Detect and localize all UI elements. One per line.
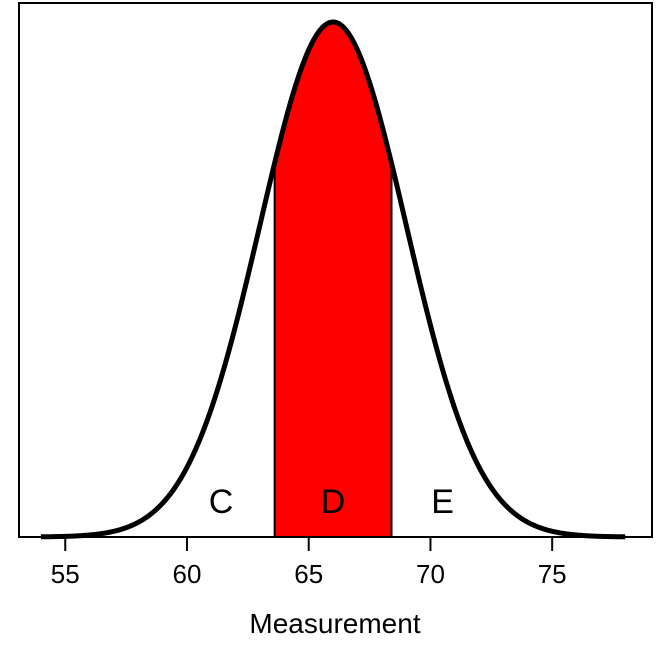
x-tick-label-70: 70	[416, 559, 445, 589]
x-axis-title: Measurement	[249, 608, 420, 639]
x-tick-label-55: 55	[51, 559, 80, 589]
x-tick-label-60: 60	[173, 559, 202, 589]
plot-layer: C D E	[18, 2, 653, 540]
plot-frame	[18, 2, 653, 538]
x-axis: 55 60 65 70 75	[51, 537, 567, 589]
region-label-d: D	[321, 483, 346, 521]
region-label-e: E	[431, 483, 454, 521]
x-tick-label-65: 65	[294, 559, 323, 589]
region-label-c: C	[209, 483, 234, 521]
density-curve	[39, 19, 627, 540]
x-tick-label-75: 75	[538, 559, 567, 589]
